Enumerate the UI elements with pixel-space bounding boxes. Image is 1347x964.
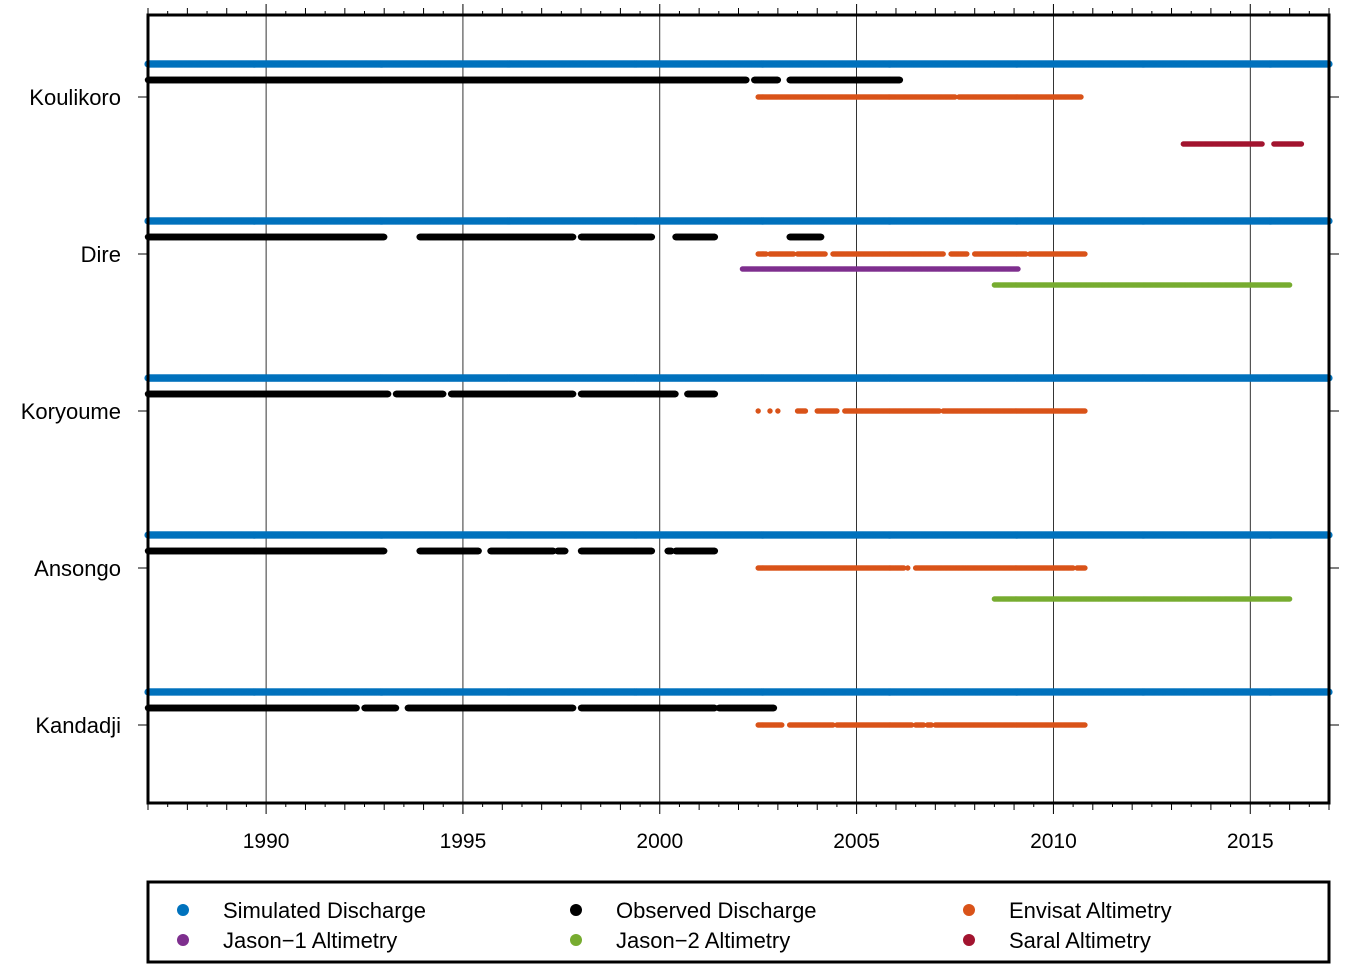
- data-marks: [144, 60, 1333, 728]
- station-group-koulikoro: [144, 60, 1333, 147]
- series-observed-discharge: [144, 76, 904, 84]
- series-simulated-discharge: [144, 60, 1333, 68]
